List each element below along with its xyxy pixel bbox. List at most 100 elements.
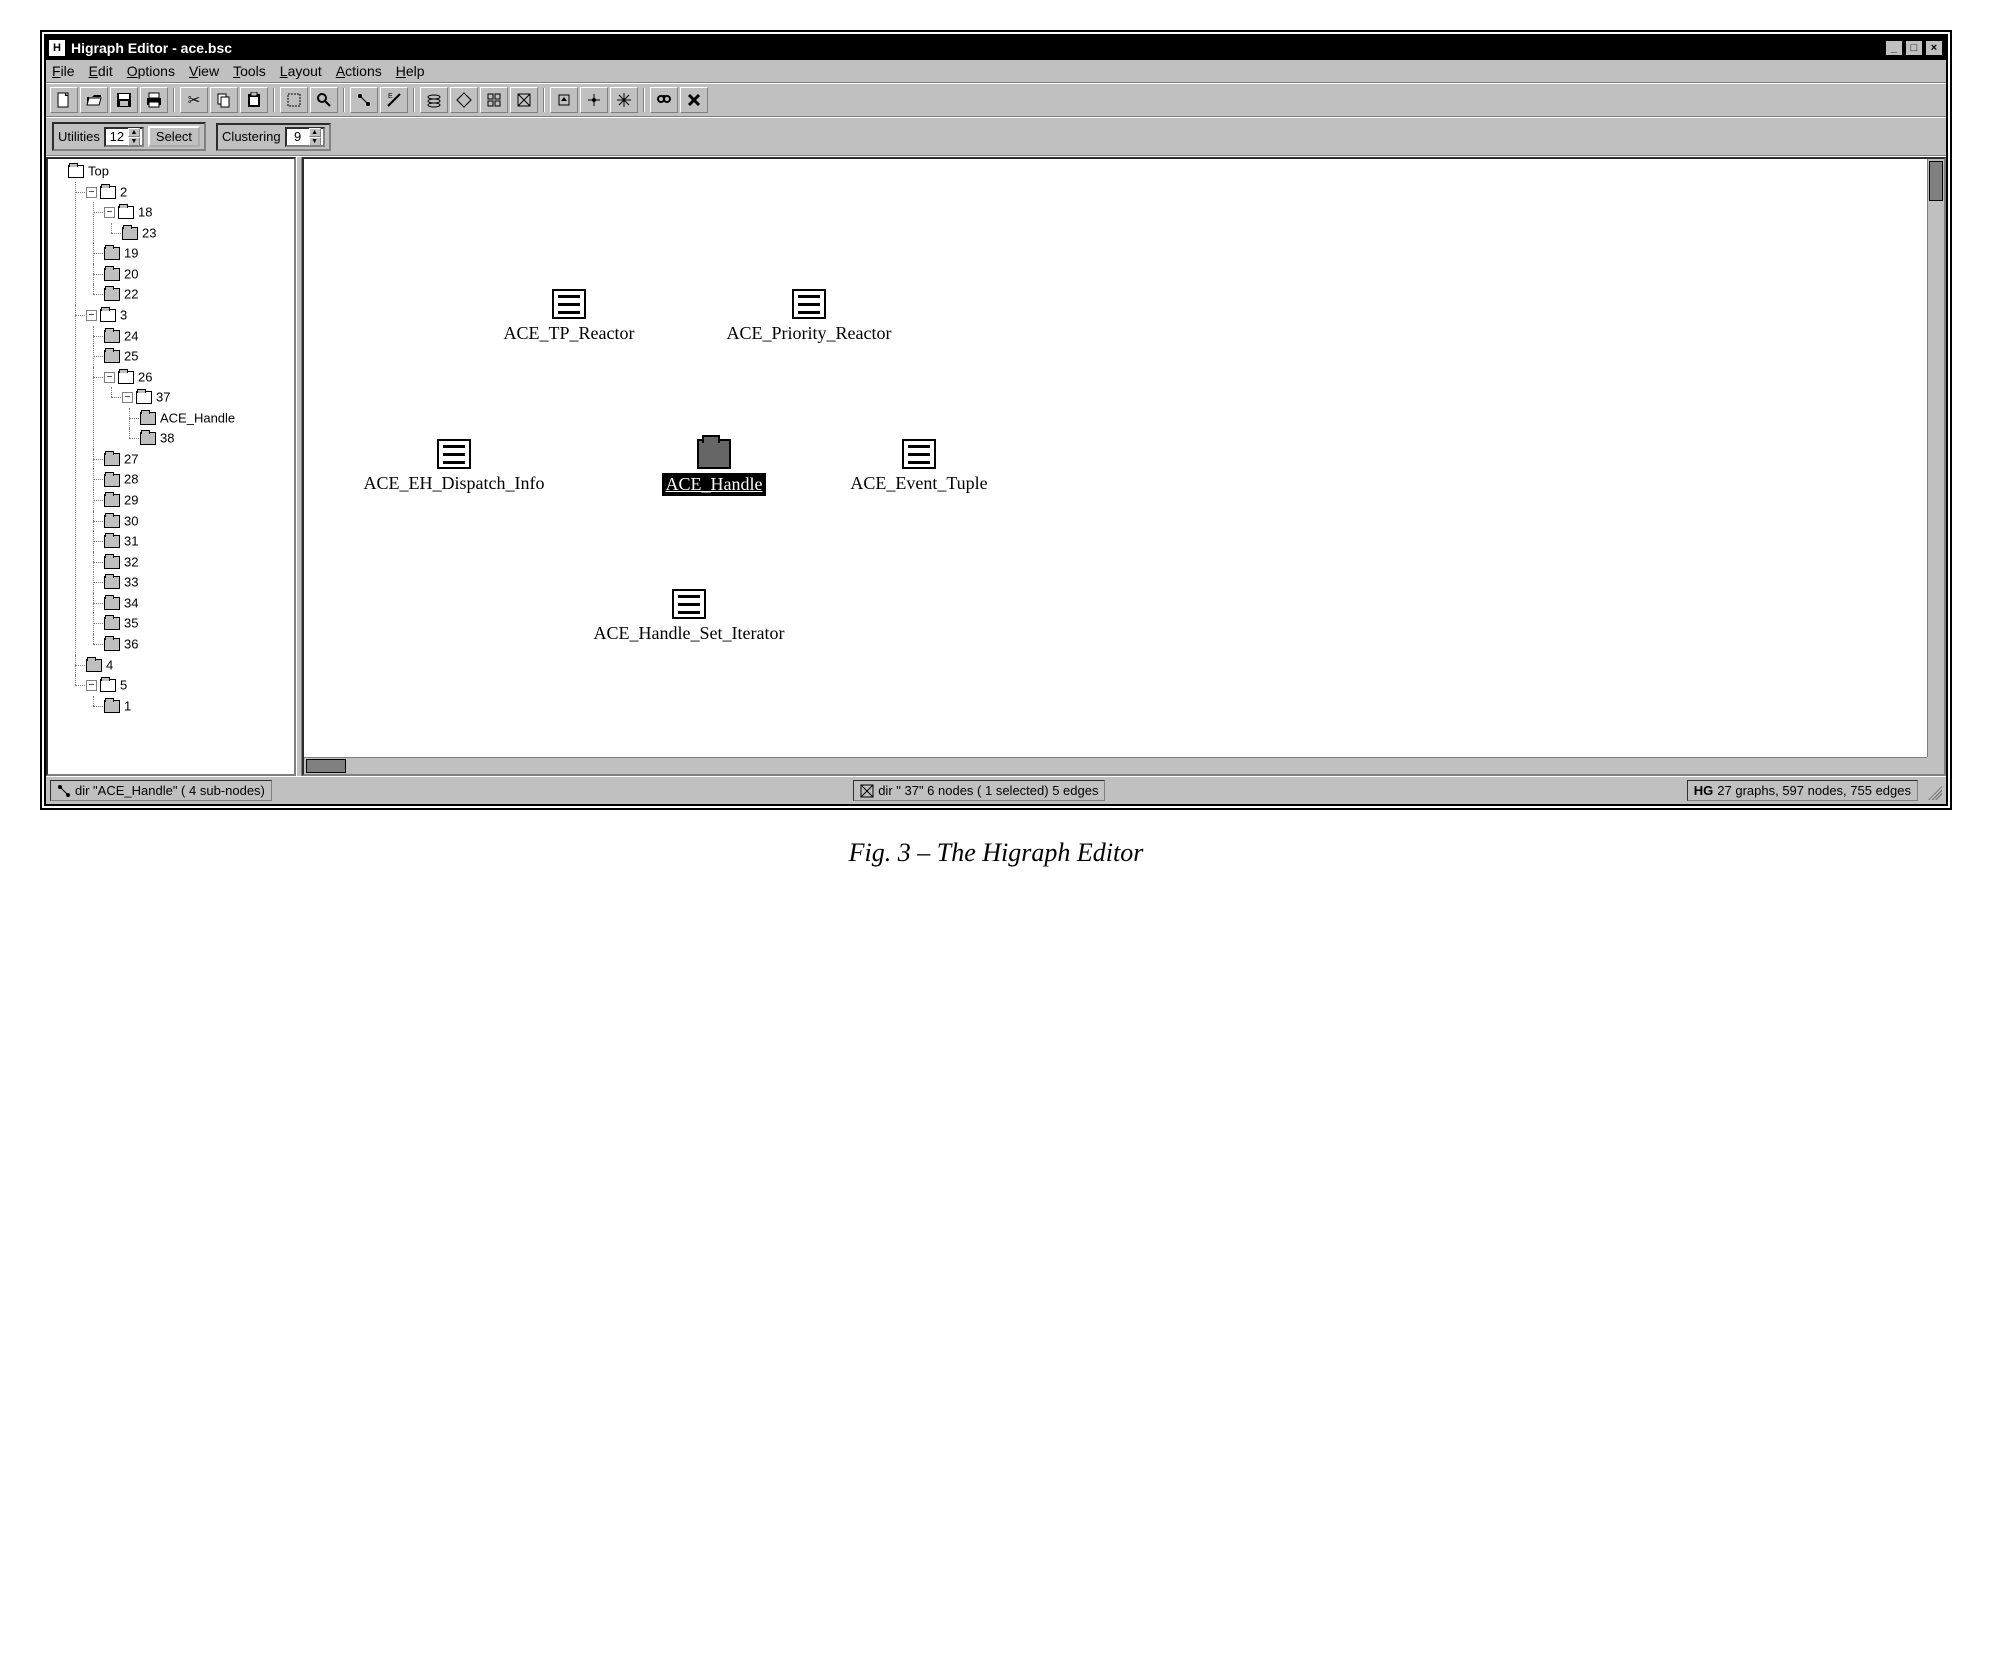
menu-view[interactable]: View xyxy=(189,63,219,79)
expander-icon[interactable]: − xyxy=(86,310,97,321)
tree-item[interactable]: 34 xyxy=(86,593,292,614)
tree-item[interactable]: ACE_Handle xyxy=(122,408,292,429)
figure-caption: Fig. 3 – The Higraph Editor xyxy=(40,838,1952,868)
graph-node-tp[interactable]: ACE_TP_Reactor xyxy=(469,289,669,344)
find-button[interactable] xyxy=(650,87,678,113)
folder-icon xyxy=(104,515,120,528)
tree-item[interactable]: 38 xyxy=(122,428,292,449)
folder-open-icon xyxy=(136,391,152,404)
tree-item[interactable]: 1 xyxy=(86,696,292,717)
tree-item[interactable]: −26 −37 ACE_Handle 38 xyxy=(86,367,292,449)
tree-item[interactable]: 24 xyxy=(86,326,292,347)
graph-pane[interactable]: ACE_TP_Reactor ACE_Priority_Reactor ACE_EH… xyxy=(302,157,1946,776)
tree-item[interactable]: −5 1 xyxy=(68,675,292,716)
clustering-spinner[interactable]: 9 ▲▼ xyxy=(285,127,325,147)
vertical-scrollbar[interactable] xyxy=(1927,159,1944,757)
spin-down-icon[interactable]: ▼ xyxy=(128,137,140,146)
scrollbar-thumb[interactable] xyxy=(1929,161,1943,201)
expander-icon[interactable]: − xyxy=(122,392,133,403)
copy-button[interactable] xyxy=(210,87,238,113)
expander-icon[interactable]: − xyxy=(86,680,97,691)
expand-button[interactable] xyxy=(610,87,638,113)
collapse-button[interactable] xyxy=(580,87,608,113)
tree-item[interactable]: 32 xyxy=(86,552,292,573)
spin-up-icon[interactable]: ▲ xyxy=(309,128,321,137)
graph-node-disp[interactable]: ACE_EH_Dispatch_Info xyxy=(354,439,554,494)
close-button[interactable]: × xyxy=(1925,40,1943,56)
save-button[interactable] xyxy=(110,87,138,113)
tree-item[interactable]: 23 xyxy=(104,223,292,244)
tree-item[interactable]: 27 xyxy=(86,449,292,470)
titlebar[interactable]: H Higraph Editor - ace.bsc _ □ × xyxy=(46,36,1946,60)
tree-item[interactable]: 36 xyxy=(86,634,292,655)
tree-item[interactable]: 22 xyxy=(86,284,292,305)
tree-item[interactable]: 19 xyxy=(86,243,292,264)
zoom-button[interactable] xyxy=(310,87,338,113)
menu-layout[interactable]: Layout xyxy=(280,63,322,79)
statusbar: dir "ACE_Handle" ( 4 sub-nodes) dir " 37… xyxy=(46,776,1946,804)
graph-node-tuple[interactable]: ACE_Event_Tuple xyxy=(819,439,1019,494)
menu-file[interactable]: File xyxy=(52,63,75,79)
expander-icon[interactable]: − xyxy=(86,187,97,198)
graph-node-hand[interactable]: ACE_Handle xyxy=(614,439,814,496)
tree-root[interactable]: Top −2 −18 23 19 20 22 xyxy=(50,161,292,716)
new-file-button[interactable] xyxy=(50,87,78,113)
tree-item[interactable]: 31 xyxy=(86,531,292,552)
status-left: dir "ACE_Handle" ( 4 sub-nodes) xyxy=(50,780,272,801)
tree-item[interactable]: 29 xyxy=(86,490,292,511)
open-button[interactable] xyxy=(80,87,108,113)
tree-item[interactable]: −2 −18 23 19 20 22 xyxy=(68,182,292,305)
diamond-button[interactable] xyxy=(450,87,478,113)
expander-icon[interactable]: − xyxy=(104,372,115,383)
tree-pane[interactable]: Top −2 −18 23 19 20 22 xyxy=(46,157,296,776)
tree-item[interactable]: 33 xyxy=(86,572,292,593)
delete-button[interactable] xyxy=(680,87,708,113)
menu-edit[interactable]: Edit xyxy=(89,63,113,79)
paste-button[interactable] xyxy=(240,87,268,113)
layers-button[interactable] xyxy=(420,87,448,113)
graph-node-iter[interactable]: ACE_Handle_Set_Iterator xyxy=(589,589,789,644)
toolbar-sep xyxy=(543,88,545,112)
menu-help[interactable]: Help xyxy=(396,63,425,79)
graph-tool-1-button[interactable] xyxy=(350,87,378,113)
utilities-spinner[interactable]: 12 ▲▼ xyxy=(104,127,144,147)
folder-open-icon xyxy=(118,371,134,384)
graph-node-prio[interactable]: ACE_Priority_Reactor xyxy=(709,289,909,344)
graph-tool-2-button[interactable]: E xyxy=(380,87,408,113)
tree-item[interactable]: 4 xyxy=(68,655,292,676)
class-node-icon xyxy=(437,439,471,469)
cut-button[interactable]: ✂ xyxy=(180,87,208,113)
horizontal-scrollbar[interactable] xyxy=(304,757,1927,774)
box-x-button[interactable] xyxy=(510,87,538,113)
spin-up-icon[interactable]: ▲ xyxy=(128,128,140,137)
tree-item[interactable]: 35 xyxy=(86,613,292,634)
print-button[interactable] xyxy=(140,87,168,113)
nav-up-button[interactable] xyxy=(550,87,578,113)
menu-options[interactable]: Options xyxy=(127,63,175,79)
tree-item[interactable]: −3 24 25 −26 −37 ACE_Handle xyxy=(68,305,292,655)
class-node-icon xyxy=(792,289,826,319)
utilities-select-button[interactable]: Select xyxy=(148,126,200,147)
resize-grip[interactable] xyxy=(1924,782,1942,800)
tree-item[interactable]: 28 xyxy=(86,469,292,490)
grid-button[interactable] xyxy=(480,87,508,113)
spin-down-icon[interactable]: ▼ xyxy=(309,137,321,146)
maximize-button[interactable]: □ xyxy=(1905,40,1923,56)
folder-icon xyxy=(104,597,120,610)
toolbar-sep xyxy=(343,88,345,112)
tree-item[interactable]: 25 xyxy=(86,346,292,367)
tree-item[interactable]: −37 ACE_Handle 38 xyxy=(104,387,292,449)
menu-actions[interactable]: Actions xyxy=(336,63,382,79)
tree-item[interactable]: 20 xyxy=(86,264,292,285)
folder-icon xyxy=(140,432,156,445)
minimize-button[interactable]: _ xyxy=(1885,40,1903,56)
scrollbar-thumb[interactable] xyxy=(306,759,346,773)
menu-tools[interactable]: Tools xyxy=(233,63,266,79)
tree-item[interactable]: 30 xyxy=(86,511,292,532)
select-mode-button[interactable] xyxy=(280,87,308,113)
toolbar-sep xyxy=(273,88,275,112)
tree-item[interactable]: −18 23 xyxy=(86,202,292,243)
expander-icon[interactable]: − xyxy=(104,207,115,218)
svg-text:E: E xyxy=(388,93,393,100)
class-node-icon xyxy=(902,439,936,469)
